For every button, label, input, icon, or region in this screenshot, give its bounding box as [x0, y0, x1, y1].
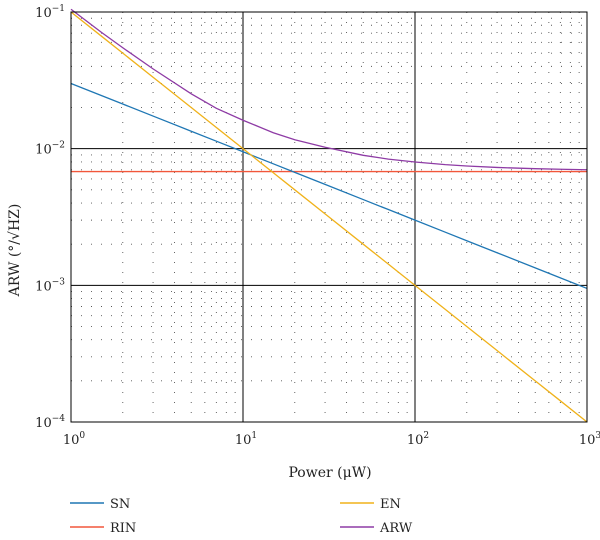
x-axis-label: Power (μW) [288, 465, 371, 481]
legend-label-en: EN [380, 497, 401, 512]
legend: SN EN RIN ARW [70, 497, 413, 536]
y-tick-label: 10−4 [35, 414, 65, 431]
y-tick-labels: 10−4 10−3 10−2 10−1 [35, 4, 65, 431]
legend-label-sn: SN [110, 497, 130, 512]
series-line-sn [70, 82, 588, 290]
x-tick-label: 100 [63, 431, 86, 448]
series-lines [70, 8, 588, 423]
x-tick-labels: 100 101 102 103 [63, 431, 600, 448]
legend-label-rin: RIN [110, 521, 136, 536]
minor-grid [71, 12, 587, 422]
plot-frame [70, 11, 588, 423]
series-line-arw [70, 8, 588, 171]
y-tick-label: 10−1 [35, 4, 65, 21]
y-tick-label: 10−3 [35, 277, 65, 294]
y-axis-label: ARW (°/√HZ) [7, 204, 23, 298]
series-line-en [70, 11, 588, 423]
y-tick-label: 10−2 [35, 141, 65, 158]
legend-label-arw: ARW [379, 521, 413, 536]
x-tick-label: 103 [579, 431, 600, 448]
x-tick-label: 102 [407, 431, 429, 448]
x-tick-label: 101 [235, 431, 257, 448]
